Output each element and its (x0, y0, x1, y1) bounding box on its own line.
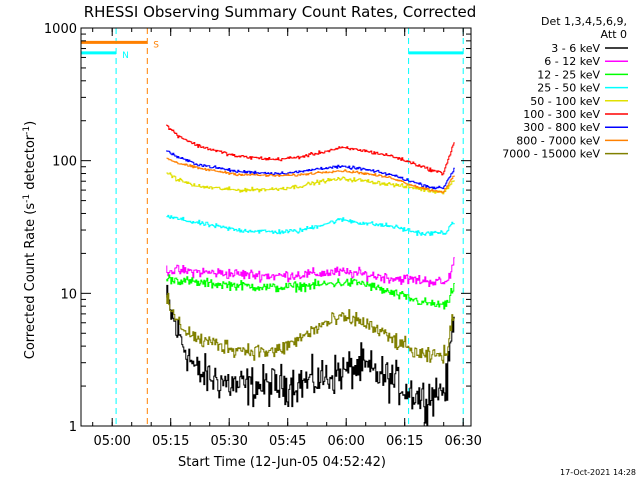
series-line-3 (166, 214, 455, 236)
x-tick-label-1: 05:15 (152, 434, 189, 449)
legend-label-6: 300 - 800 keV (523, 121, 600, 134)
detector-info-line-1: Det 1,3,4,5,6,9, (541, 15, 627, 28)
legend-label-1: 6 - 12 keV (544, 55, 600, 68)
y-tick-label-0: 1 (69, 420, 77, 435)
legend-label-4: 50 - 100 keV (530, 95, 600, 108)
x-tick-label-5: 06:15 (386, 434, 423, 449)
x-axis-label: Start Time (12-Jun-05 04:52:42) (178, 455, 386, 470)
series-line-4 (166, 172, 455, 195)
series-layer (166, 124, 455, 426)
series-line-7 (166, 157, 455, 194)
x-tick-label-0: 05:00 (93, 434, 130, 449)
detector-info-line-2: Att 0 (601, 28, 627, 41)
x-tick-label-4: 06:00 (327, 434, 364, 449)
legend-label-5: 100 - 300 keV (523, 108, 600, 121)
series-line-6 (166, 150, 455, 190)
state-bar-label-1: S (153, 40, 159, 50)
series-line-2 (166, 274, 455, 310)
plot-frame (80, 27, 472, 427)
overlay-layer: NS (81, 28, 464, 426)
series-line-1 (166, 257, 455, 287)
legend-label-0: 3 - 6 keV (551, 42, 600, 55)
y-tick-label-3: 1000 (44, 22, 77, 37)
x-tick-label-3: 05:45 (269, 434, 306, 449)
y-axis-label: Corrected Count Rate (s-1 detector-1) (22, 121, 38, 359)
series-line-0 (166, 284, 455, 426)
legend-label-2: 12 - 25 keV (537, 68, 600, 81)
x-tick-label-2: 05:30 (210, 434, 247, 449)
legend-label-3: 25 - 50 keV (537, 82, 600, 95)
chart-title: RHESSI Observing Summary Count Rates, Co… (84, 3, 477, 21)
legend-label-7: 800 - 7000 keV (516, 134, 600, 147)
axis-ticks: 05:00 05:15 05:30 05:45 06:00 06:15 06:30 1 10 10… (44, 22, 482, 449)
series-line-8 (166, 292, 455, 364)
footer-date: 17-Oct-2021 14:28 (560, 468, 636, 477)
y-tick-label-1: 10 (60, 287, 77, 302)
state-bar-label-0: N (122, 51, 129, 61)
x-tick-label-6: 06:30 (444, 434, 481, 449)
series-line-5 (166, 124, 455, 176)
legend-label-8: 7000 - 15000 keV (502, 148, 600, 161)
y-tick-label-2: 100 (52, 155, 77, 170)
